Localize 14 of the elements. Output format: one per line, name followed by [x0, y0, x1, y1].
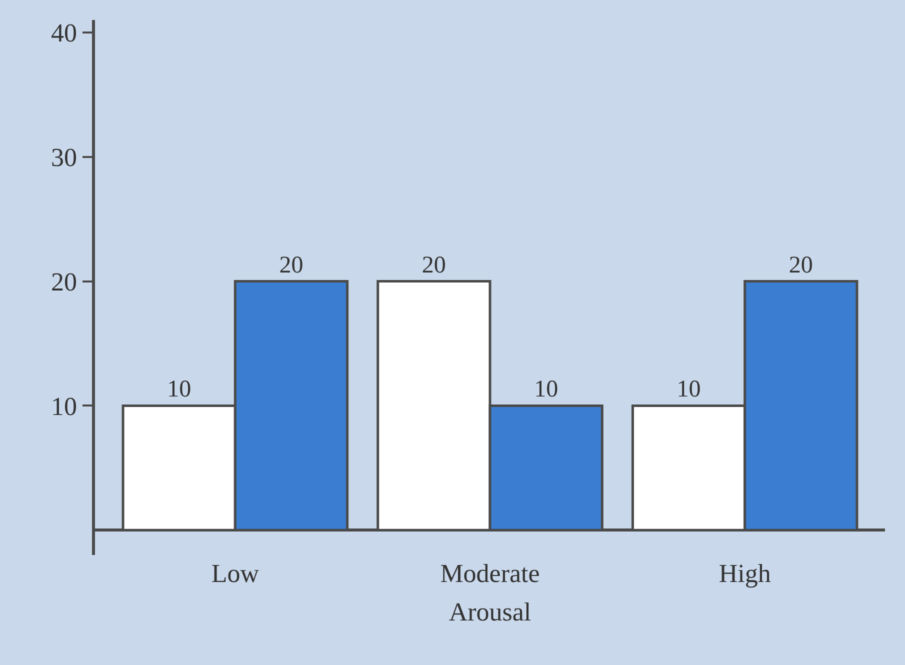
data-label: 10 — [676, 376, 701, 403]
data-label: 20 — [788, 252, 813, 278]
data-label: 20 — [279, 252, 304, 278]
x-tick-label: Moderate — [440, 559, 540, 588]
x-axis-title: Arousal — [448, 598, 532, 627]
data-label: 20 — [422, 252, 446, 278]
data-label: 10 — [167, 376, 192, 403]
y-tick-label: 40 — [51, 18, 78, 48]
data-label: 10 — [534, 376, 558, 403]
y-tick-label: 20 — [51, 267, 78, 296]
x-tick-label: High — [718, 559, 771, 588]
x-tick-label: Low — [211, 559, 260, 588]
y-tick-label: 30 — [51, 142, 78, 172]
y-tick-label: 10 — [51, 392, 78, 421]
